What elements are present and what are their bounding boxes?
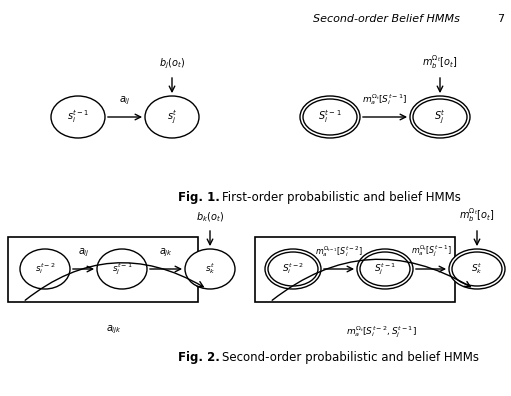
Text: $m_b^{\Omega_t}[o_t]$: $m_b^{\Omega_t}[o_t]$ [422,53,458,71]
Text: $s_i^{t-2}$: $s_i^{t-2}$ [35,261,55,276]
Text: $a_{ij}$: $a_{ij}$ [119,95,131,107]
Ellipse shape [449,249,505,289]
Text: $S_k^{t}$: $S_k^{t}$ [471,261,483,276]
Ellipse shape [185,249,235,289]
Ellipse shape [268,252,318,286]
Text: $m_a^{\Omega_{t-1}}[S_i^{t-2}]$: $m_a^{\Omega_{t-1}}[S_i^{t-2}]$ [315,244,363,259]
Text: $S_j^{t}$: $S_j^{t}$ [434,108,446,126]
Text: Second-order probabilistic and belief HMMs: Second-order probabilistic and belief HM… [222,352,479,364]
Ellipse shape [357,249,413,289]
Text: $s_j^{t}$: $s_j^{t}$ [167,108,177,126]
Ellipse shape [300,96,360,138]
Text: $m_b^{\Omega_t}[o_t]$: $m_b^{\Omega_t}[o_t]$ [459,206,495,224]
FancyBboxPatch shape [8,237,198,302]
Text: 7: 7 [497,14,504,24]
Text: $m_a^{\Omega_t}[S_i^{t-1}]$: $m_a^{\Omega_t}[S_i^{t-1}]$ [362,92,408,107]
Ellipse shape [360,252,410,286]
Text: $S_j^{t-1}$: $S_j^{t-1}$ [374,261,396,277]
Ellipse shape [410,96,470,138]
Text: $b_k(o_t)$: $b_k(o_t)$ [196,210,224,224]
Text: $a_{ijk}$: $a_{ijk}$ [106,324,122,336]
Ellipse shape [51,96,105,138]
Text: $m_a^{\Omega_t}[S_j^{t-1}]$: $m_a^{\Omega_t}[S_j^{t-1}]$ [411,244,451,259]
Text: Fig. 2.: Fig. 2. [178,352,220,364]
Text: $s_k^{t}$: $s_k^{t}$ [205,261,215,276]
Text: $s_j^{t-1}$: $s_j^{t-1}$ [111,261,132,277]
Text: $s_i^{t-1}$: $s_i^{t-1}$ [67,109,89,126]
FancyBboxPatch shape [255,237,455,302]
Ellipse shape [303,99,357,135]
Ellipse shape [413,99,467,135]
Text: Fig. 1.: Fig. 1. [178,190,220,204]
Text: First-order probabilistic and belief HMMs: First-order probabilistic and belief HMM… [222,190,461,204]
Text: $a_{ij}$: $a_{ij}$ [78,247,89,259]
Text: $S_i^{t-1}$: $S_i^{t-1}$ [318,109,342,126]
Ellipse shape [20,249,70,289]
Text: Second-order Belief HMMs: Second-order Belief HMMs [313,14,460,24]
Ellipse shape [97,249,147,289]
Ellipse shape [265,249,321,289]
Text: $m_a^{\Omega_t}[S_i^{t-2}, S_j^{t-1}]$: $m_a^{\Omega_t}[S_i^{t-2}, S_j^{t-1}]$ [345,324,416,339]
Text: $S_i^{t-2}$: $S_i^{t-2}$ [282,261,304,276]
Ellipse shape [452,252,502,286]
Text: $a_{jk}$: $a_{jk}$ [159,247,173,259]
Text: $b_j(o_t)$: $b_j(o_t)$ [159,57,185,71]
Ellipse shape [145,96,199,138]
